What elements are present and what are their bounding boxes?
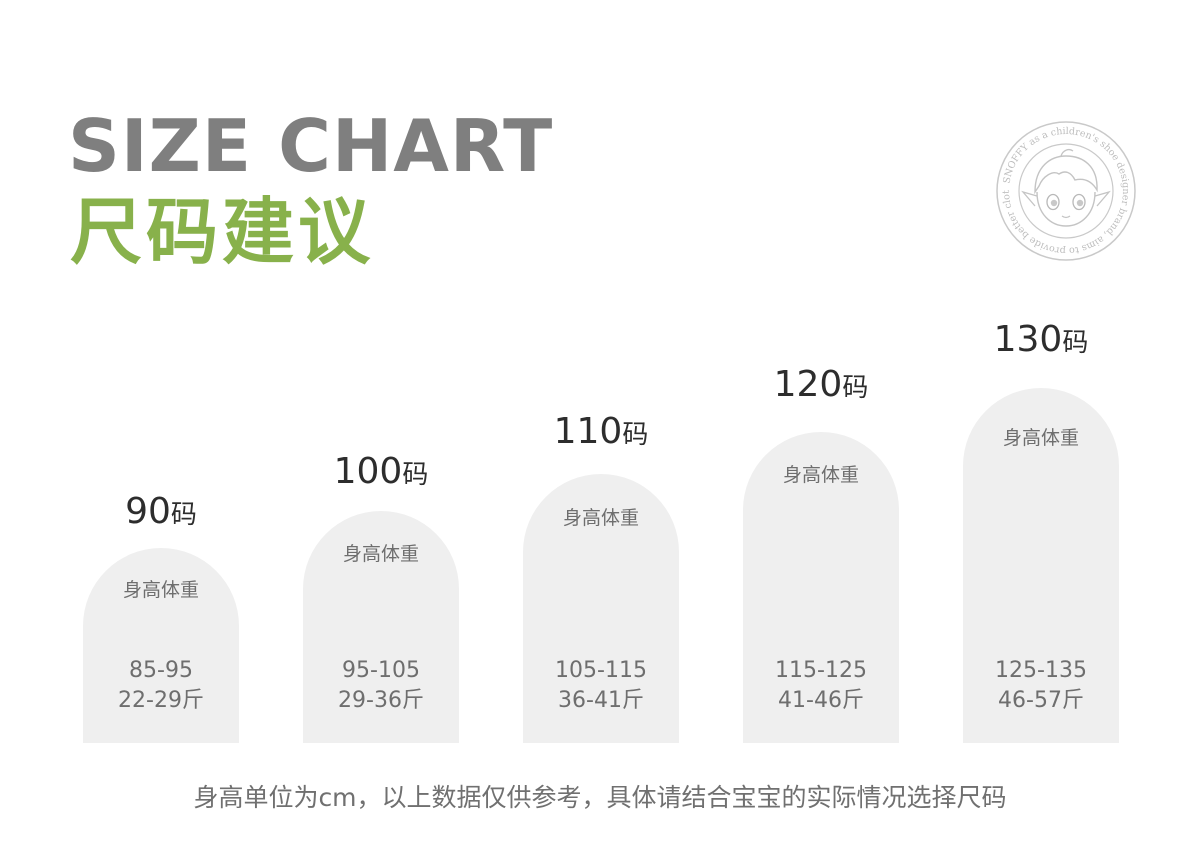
size-label: 90码 — [125, 491, 197, 532]
size-card — [523, 474, 679, 743]
size-card-header: 身高体重 — [562, 507, 639, 529]
seal-ring-text: SNOFFY as a children's shoe designer bra… — [992, 112, 1131, 256]
height-range: 85-95 — [129, 658, 193, 683]
weight-range: 36-41斤 — [558, 688, 644, 713]
height-range: 115-125 — [775, 658, 867, 683]
size-card-header: 身高体重 — [782, 464, 859, 486]
height-range: 105-115 — [555, 658, 647, 683]
title-chinese: 尺码建议 — [70, 190, 375, 274]
size-label: 110码 — [553, 411, 649, 452]
weight-range: 41-46斤 — [778, 688, 864, 713]
height-range: 95-105 — [342, 658, 420, 683]
size-footnote: 身高单位为cm，以上数据仅供参考，具体请结合宝宝的实际情况选择尺码 — [193, 783, 1007, 812]
size-label: 120码 — [773, 364, 869, 405]
size-card — [743, 432, 899, 743]
size-card-header: 身高体重 — [342, 543, 419, 565]
size-card — [303, 511, 459, 743]
svg-text:SNOFFY as a children's shoe de: SNOFFY as a children's shoe designer bra… — [995, 120, 1131, 256]
size-card-header: 身高体重 — [122, 579, 199, 601]
size-label: 130码 — [993, 319, 1089, 360]
height-range: 125-135 — [995, 658, 1087, 683]
weight-range: 22-29斤 — [118, 688, 204, 713]
size-card — [963, 388, 1119, 743]
weight-range: 46-57斤 — [998, 688, 1084, 713]
title-english: SIZE CHART — [68, 104, 554, 188]
size-card — [83, 548, 239, 743]
cartoon-child-face-icon: SNOFFY as a children's shoe designer bra… — [992, 112, 1136, 261]
weight-range: 29-36斤 — [338, 688, 424, 713]
size-label: 100码 — [333, 451, 429, 492]
brand-seal: SNOFFY as a children's shoe designer bra… — [992, 112, 1137, 262]
size-card-header: 身高体重 — [1002, 427, 1079, 449]
